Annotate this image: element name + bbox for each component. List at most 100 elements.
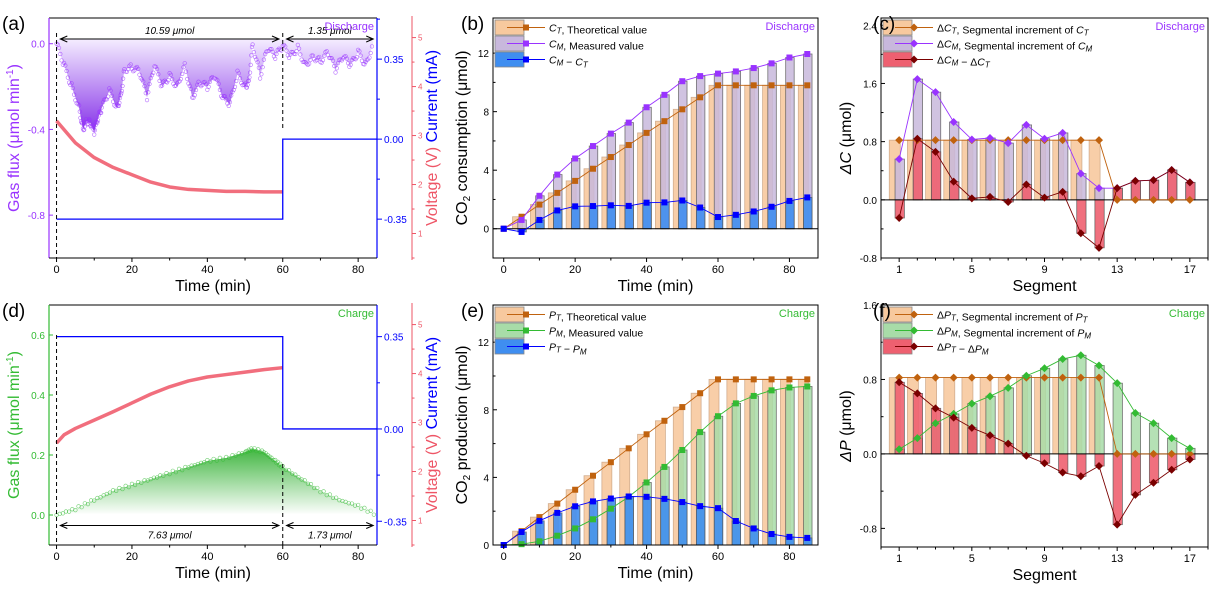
square-marker — [572, 177, 579, 184]
x-tick-label: 80 — [352, 551, 364, 563]
bar-measured — [713, 73, 724, 230]
y-axis-title: CO2 consumption (μmol) — [454, 51, 473, 226]
gas-flux-point — [371, 512, 376, 517]
gas-flux-point — [90, 123, 96, 128]
annotation-label: 1.35 μmol — [308, 26, 353, 37]
bar-measured — [731, 71, 742, 230]
gas-flux-point — [313, 59, 318, 64]
x-tick-label: 9 — [1041, 264, 1047, 276]
bar-difference — [606, 498, 617, 546]
legend-diamond-marker — [910, 23, 918, 32]
gas-flux-point — [61, 60, 67, 66]
diamond-marker — [931, 147, 940, 156]
square-marker — [554, 500, 561, 507]
gas-flux-point — [310, 53, 316, 58]
square-marker — [715, 413, 721, 420]
gas-flux-point — [237, 76, 243, 81]
square-marker — [786, 197, 793, 204]
bar-difference — [894, 381, 905, 455]
gas-flux-point — [85, 121, 91, 126]
gas-flux-point — [79, 505, 84, 510]
diamond-marker — [1131, 176, 1140, 185]
diamond-marker — [913, 389, 922, 398]
gas-flux-point — [180, 71, 185, 76]
y-tick-label: 0.0 — [863, 450, 877, 461]
square-marker — [750, 525, 757, 532]
mode-label: Discharge — [1155, 21, 1205, 33]
x-tick-label: 80 — [783, 551, 795, 563]
gas-flux-point — [324, 49, 329, 54]
gas-flux-point — [217, 455, 223, 460]
gas-flux-point — [214, 77, 219, 82]
gas-flux-point — [329, 56, 334, 61]
gas-flux-point — [358, 53, 363, 58]
bar-measured — [749, 67, 759, 230]
square-marker — [768, 531, 775, 538]
diamond-marker — [1040, 364, 1049, 373]
diamond-marker — [967, 423, 976, 432]
diamond-marker — [1076, 229, 1085, 238]
current-tick-label: -0.35 — [384, 517, 407, 528]
square-marker — [679, 78, 686, 85]
diamond-marker — [1022, 180, 1031, 189]
diamond-marker — [1004, 439, 1013, 448]
bar-difference — [642, 496, 652, 546]
legend-diamond-marker — [910, 39, 918, 48]
bar-measured — [967, 139, 978, 201]
gas-flux-point — [102, 97, 107, 102]
gas-flux-point — [276, 463, 282, 468]
gas-flux-point — [248, 62, 253, 67]
square-marker — [554, 189, 561, 196]
diamond-marker — [1022, 120, 1031, 129]
x-tick-label: 60 — [712, 551, 724, 563]
voltage-tick-label: 3 — [418, 419, 423, 428]
gas-flux-point — [273, 56, 278, 61]
diamond-marker — [1149, 449, 1158, 458]
y-tick-label: -0.8 — [860, 524, 878, 535]
voltage-curve — [55, 119, 283, 194]
gas-flux-point — [99, 105, 104, 110]
gas-flux-point — [323, 49, 328, 55]
square-marker — [554, 532, 561, 539]
square-marker — [732, 82, 739, 89]
gas-flux-point — [119, 91, 124, 96]
gas-flux-point — [279, 465, 284, 470]
gas-flux-point — [332, 63, 337, 69]
gas-flux-point — [154, 66, 160, 72]
legend-label: ΔPT, Segmental increment of PT — [937, 310, 1089, 325]
diamond-marker — [1113, 449, 1122, 458]
gas-flux-point — [128, 62, 133, 67]
gas-flux-area — [56, 39, 374, 132]
gas-flux-point — [104, 97, 109, 102]
bar-difference — [624, 205, 634, 230]
gas-flux-point — [120, 83, 125, 89]
gas-flux-point — [330, 495, 336, 501]
gas-flux-point — [296, 46, 302, 51]
current-step-line — [56, 138, 377, 220]
gas-flux-point — [146, 90, 151, 95]
bar-difference — [912, 393, 923, 455]
square-marker — [732, 518, 739, 524]
panel-label: (a) — [2, 14, 25, 35]
gas-flux-point — [315, 55, 321, 60]
gas-flux-point — [334, 66, 339, 71]
x-tick-label: 9 — [1041, 553, 1047, 565]
gas-flux-point — [88, 498, 94, 503]
diamond-marker — [1167, 449, 1176, 458]
x-tick-label: 20 — [569, 264, 581, 276]
panel-c: -0.8 0.0 0.8 1.6 2.4 ΔC (μmol) ΔCT, Segmental … — [838, 17, 1209, 295]
gas-flux-point — [185, 76, 190, 82]
bar-difference — [803, 197, 813, 230]
diamond-marker — [986, 431, 994, 440]
legend-diamond-marker — [910, 310, 918, 319]
gas-flux-point — [94, 119, 99, 124]
voltage-curve — [55, 365, 283, 445]
gas-flux-point — [207, 79, 212, 84]
diamond-marker — [1004, 373, 1013, 382]
gas-flux-point — [121, 76, 126, 81]
square-marker — [750, 65, 757, 72]
gas-flux-point — [108, 88, 113, 93]
diamond-marker — [1076, 136, 1085, 145]
square-marker — [768, 82, 775, 89]
gas-flux-point — [319, 60, 324, 65]
